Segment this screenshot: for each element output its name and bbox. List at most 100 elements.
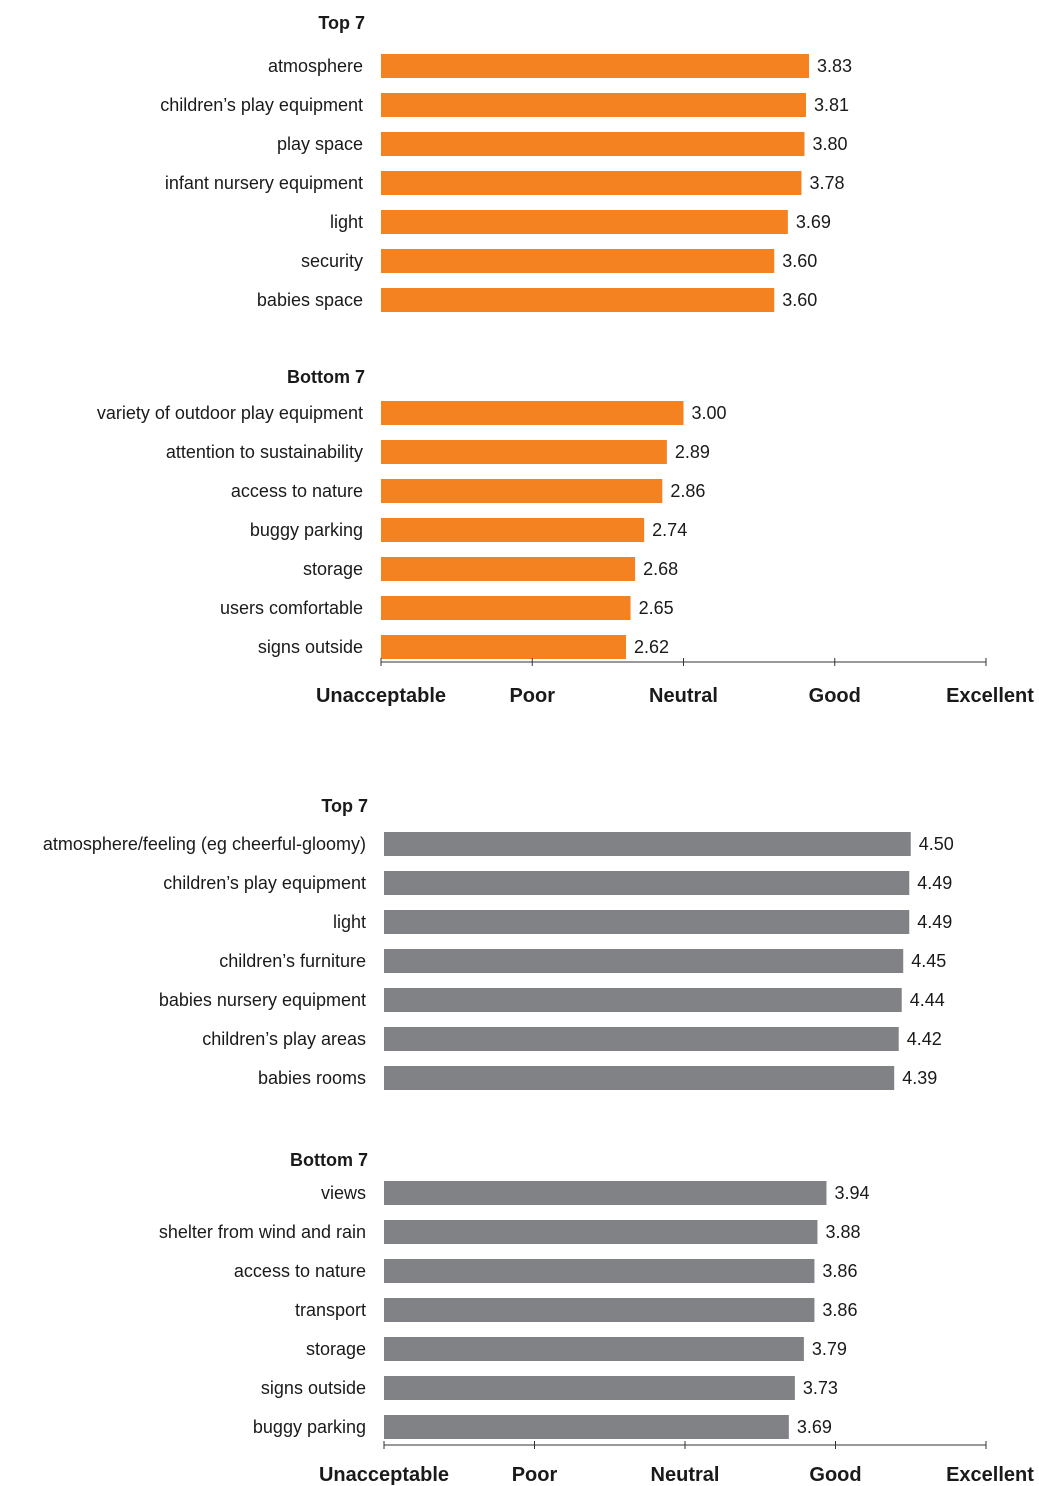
bar [384,871,910,895]
group-header: Bottom 7 [290,1150,368,1170]
bar-group-1: Top 7 atmosphere/feeling (eg cheerful-glo… [43,796,954,1090]
category-label: babies rooms [258,1068,366,1088]
value-label: 4.39 [902,1068,937,1088]
x-tick-label: Unacceptable [316,685,446,707]
bar [384,1298,815,1322]
x-tick-label: Neutral [649,685,718,707]
value-label: 2.68 [643,559,678,579]
value-label: 3.79 [812,1339,847,1359]
category-label: buggy parking [253,1417,366,1437]
value-label: 4.49 [917,912,952,932]
bar [384,1337,804,1361]
bar-group-2: Bottom 7 variety of outdoor play equipmen… [97,367,727,659]
category-label: access to nature [231,481,363,501]
x-tick-label: Excellent [946,685,1034,707]
value-label: 2.65 [639,598,674,618]
bar [381,440,667,464]
category-label: buggy parking [250,520,363,540]
value-label: 3.94 [834,1183,869,1203]
category-label: children’s play equipment [163,873,366,893]
bar [384,832,911,856]
bar [381,635,627,659]
category-label: storage [306,1339,366,1359]
bar [384,1027,899,1051]
value-label: 2.86 [670,481,705,501]
category-label: atmosphere [268,56,363,76]
bar [381,288,775,312]
x-tick-label: Good [809,685,861,707]
x-tick-label: Unacceptable [319,1464,449,1486]
value-label: 4.49 [917,873,952,893]
value-label: 3.69 [796,212,831,232]
bar [384,1259,815,1283]
value-label: 3.80 [813,134,848,154]
value-label: 3.86 [822,1261,857,1281]
bar [384,1376,795,1400]
bar [381,93,807,117]
bar-group-2: Bottom 7 views 3.94 shelter from wind and r… [159,1150,870,1439]
category-label: shelter from wind and rain [159,1222,366,1242]
category-label: infant nursery equipment [165,173,363,193]
value-label: 2.62 [634,637,669,657]
bar [381,596,631,620]
category-label: variety of outdoor play equipment [97,403,363,423]
bar [381,54,810,78]
category-label: children’s play equipment [160,95,363,115]
chart-1: Top 7 atmosphere 3.83 children’s play equip… [97,13,1034,707]
bar-group-1: Top 7 atmosphere 3.83 children’s play equip… [160,13,852,312]
value-label: 3.00 [692,403,727,423]
bar [381,401,684,425]
category-label: security [301,251,363,271]
category-label: views [321,1183,366,1203]
value-label: 3.60 [782,290,817,310]
category-label: atmosphere/feeling (eg cheerful-gloomy) [43,834,366,854]
category-label: signs outside [258,637,363,657]
category-label: users comfortable [220,598,363,618]
value-label: 3.69 [797,1417,832,1437]
bar [381,249,775,273]
bar [381,132,805,156]
x-tick-label: Neutral [651,1464,720,1486]
bar [384,910,910,934]
value-label: 2.89 [675,442,710,462]
bar [384,988,902,1012]
category-label: transport [295,1300,366,1320]
category-label: access to nature [234,1261,366,1281]
category-label: play space [277,134,363,154]
value-label: 4.44 [910,990,945,1010]
bar [381,171,802,195]
category-label: light [333,912,366,932]
value-label: 4.50 [919,834,954,854]
value-label: 3.81 [814,95,849,115]
value-label: 4.42 [907,1029,942,1049]
value-label: 3.88 [825,1222,860,1242]
category-label: babies nursery equipment [159,990,366,1010]
category-label: signs outside [261,1378,366,1398]
bar [384,1181,827,1205]
group-header: Top 7 [321,796,368,816]
x-tick-label: Poor [512,1464,558,1486]
x-tick-label: Good [809,1464,861,1486]
value-label: 3.78 [809,173,844,193]
category-label: children’s play areas [202,1029,366,1049]
bar [384,1220,818,1244]
chart-2: Top 7 atmosphere/feeling (eg cheerful-glo… [43,796,1034,1486]
bar [381,479,663,503]
value-label: 3.83 [817,56,852,76]
bar [381,518,645,542]
value-label: 4.45 [911,951,946,971]
bar [384,949,904,973]
group-header: Bottom 7 [287,367,365,387]
x-tick-label: Poor [509,685,555,707]
group-header: Top 7 [318,13,365,33]
value-label: 2.74 [652,520,687,540]
bar [381,557,636,581]
category-label: light [330,212,363,232]
bar [384,1415,789,1439]
bar [381,210,788,234]
category-label: babies space [257,290,363,310]
category-label: attention to sustainability [166,442,363,462]
value-label: 3.60 [782,251,817,271]
value-label: 3.73 [803,1378,838,1398]
